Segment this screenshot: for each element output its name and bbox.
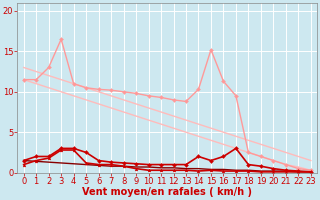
X-axis label: Vent moyen/en rafales ( km/h ): Vent moyen/en rafales ( km/h ) [82, 187, 252, 197]
